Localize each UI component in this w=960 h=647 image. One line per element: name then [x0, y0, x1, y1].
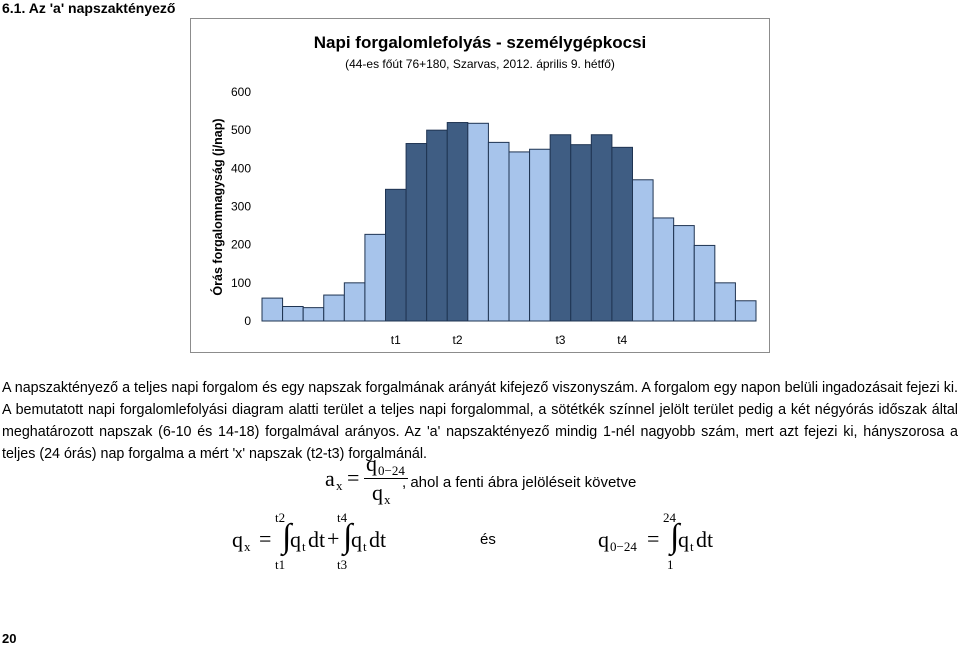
bar [426, 129, 448, 322]
bar [261, 297, 284, 322]
x-tick-label: t4 [617, 333, 627, 347]
formula-note: , ahol a fenti ábra jelöléseit követve [402, 474, 637, 491]
math-symbol: q [366, 451, 377, 476]
integral-upper: t2 [275, 510, 286, 525]
bar [343, 282, 366, 322]
bar [529, 148, 551, 322]
y-tick-label: 200 [231, 238, 251, 252]
chart-subtitle: (44-es főút 76+180, Szarvas, 2012. ápril… [345, 57, 615, 71]
bar [467, 122, 489, 322]
math-differential: dt [308, 527, 326, 552]
math-subscript: x [244, 539, 251, 554]
integral-lower: 1 [667, 557, 674, 572]
x-tick-label: t1 [391, 333, 401, 347]
integral-upper: 24 [663, 510, 676, 525]
math-subscript: 0−24 [378, 463, 405, 478]
bar [611, 146, 634, 322]
y-tick-label: 300 [231, 200, 251, 214]
integral-sign: ∫ [343, 518, 353, 555]
integral-sign: ∫ [670, 518, 680, 555]
y-tick-label: 400 [231, 161, 251, 175]
chart-title: Napi forgalomlefolyás - személygépkocsi [314, 33, 647, 52]
math-symbol: a [325, 466, 335, 491]
bar [282, 305, 304, 322]
math-subscript: 0−24 [610, 539, 637, 554]
y-tick-label: 500 [231, 123, 251, 137]
math-subscript: t [363, 539, 367, 554]
math-operator: + [327, 526, 340, 551]
heading: 6.1. Az 'a' napszaktényező [2, 0, 176, 16]
x-tick-label: t2 [453, 333, 463, 347]
bar [714, 282, 736, 322]
integral-lower: t1 [275, 557, 286, 572]
integral-lower: t3 [337, 557, 348, 572]
integral-upper: t4 [337, 510, 348, 525]
bar [549, 134, 572, 322]
math-subscript: x [384, 492, 391, 507]
math-subscript: x [336, 478, 343, 493]
bar [364, 233, 386, 322]
integral-sign: ∫ [282, 518, 292, 555]
bar [693, 244, 716, 322]
math-symbol: q [678, 527, 689, 552]
bar [302, 307, 325, 322]
math-subscript: t [302, 539, 306, 554]
bar [385, 188, 407, 322]
math-symbol: q [372, 480, 383, 505]
bar [487, 141, 510, 322]
y-tick-label: 100 [231, 276, 251, 290]
math-symbol: q [598, 527, 609, 552]
bar [673, 225, 695, 322]
bar [590, 134, 613, 322]
bar [632, 179, 654, 322]
bar [734, 300, 757, 322]
math-operator: = [259, 526, 272, 551]
math-symbol: q [232, 527, 243, 552]
math-subscript: t [690, 539, 694, 554]
bar [405, 143, 428, 322]
math-differential: dt [696, 527, 714, 552]
conjunction: és [480, 531, 496, 548]
page-number: 20 [2, 631, 17, 646]
fraction-line [364, 478, 408, 479]
bar [652, 217, 675, 322]
bar [323, 294, 345, 322]
paragraph: A napszaktényező a teljes napi forgalom … [2, 380, 958, 462]
math-symbol: q [351, 527, 362, 552]
math-symbol: q [290, 527, 301, 552]
bar [508, 151, 531, 322]
chart: Napi forgalomlefolyás - személygépkocsi … [190, 18, 770, 353]
y-tick-label: 600 [231, 85, 251, 99]
math-operator: = [347, 465, 360, 490]
y-tick-label: 0 [244, 314, 251, 328]
bar [446, 122, 469, 322]
bar [570, 144, 592, 322]
x-tick-label: t3 [555, 333, 565, 347]
y-axis-label: Órás forgalomnagyság (j/nap) [210, 118, 225, 295]
math-operator: = [647, 526, 660, 551]
math-differential: dt [369, 527, 387, 552]
